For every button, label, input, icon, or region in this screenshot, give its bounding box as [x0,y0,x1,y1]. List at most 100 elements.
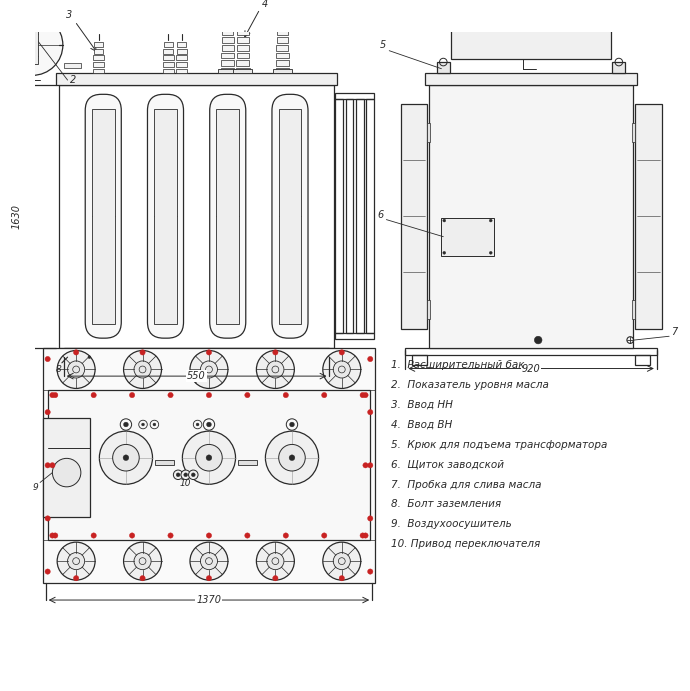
Circle shape [73,576,79,581]
Circle shape [273,576,278,581]
Circle shape [206,392,212,398]
Bar [222,22,233,28]
Bar [163,55,174,60]
Bar [276,53,288,58]
Circle shape [273,350,278,355]
Bar [635,355,650,365]
Circle shape [99,431,152,484]
Circle shape [206,350,212,355]
Circle shape [130,533,135,538]
Text: 6: 6 [377,209,384,220]
Text: 3.  Ввод НН: 3. Ввод НН [391,400,453,410]
Bar [528,0,534,2]
Circle shape [257,542,295,580]
Bar [238,460,257,465]
Circle shape [184,473,188,477]
Circle shape [534,337,542,344]
Text: 1.  Расширительный бак: 1. Расширительный бак [391,360,524,370]
Bar [356,99,364,334]
Bar [176,68,187,73]
Bar [335,99,343,334]
FancyBboxPatch shape [86,94,121,338]
Circle shape [190,350,228,388]
Bar [632,300,635,319]
Bar [303,355,313,365]
Bar [335,93,374,99]
Circle shape [173,470,183,480]
Circle shape [363,392,368,398]
Bar [59,85,334,348]
Text: 2.  Показатель уровня масла: 2. Показатель уровня масла [391,380,549,390]
FancyBboxPatch shape [272,94,308,338]
Bar [43,348,375,583]
Bar [81,355,90,365]
Circle shape [124,542,161,580]
Bar [437,62,450,73]
Circle shape [206,533,212,538]
Circle shape [267,361,284,378]
Bar [56,73,337,85]
Bar [221,45,234,50]
Bar [612,62,625,73]
Circle shape [363,533,368,538]
Circle shape [91,533,97,538]
Bar [237,22,248,28]
Circle shape [45,463,50,468]
Circle shape [283,533,288,538]
Text: 10: 10 [180,479,191,488]
Circle shape [368,357,373,361]
Text: 7: 7 [671,328,678,337]
Circle shape [443,219,446,222]
Bar [222,30,233,35]
Circle shape [124,350,161,388]
Bar [163,62,174,67]
Text: 1630: 1630 [11,204,21,229]
Circle shape [124,422,128,427]
Bar [164,49,173,53]
Circle shape [73,350,79,355]
Bar [106,355,116,365]
Bar [346,99,353,334]
Circle shape [140,350,145,355]
Text: 6.  Щиток заводской: 6. Щиток заводской [391,460,504,470]
Circle shape [443,252,446,254]
Circle shape [257,350,295,388]
Text: 1370: 1370 [197,595,221,605]
Bar [527,3,535,7]
Bar [635,104,662,329]
Circle shape [91,392,97,398]
Bar [93,55,104,60]
Text: 920: 920 [522,363,540,374]
Bar [93,68,104,73]
Circle shape [206,455,212,461]
Circle shape [206,422,211,427]
Circle shape [363,463,368,468]
Text: 550: 550 [187,371,206,381]
Text: 4.  Ввод ВН: 4. Ввод ВН [391,419,453,430]
Circle shape [57,350,95,388]
Circle shape [339,350,344,355]
Bar [233,68,253,73]
Circle shape [52,458,81,487]
Circle shape [182,431,235,484]
Text: 9: 9 [32,483,38,492]
Bar [237,45,249,50]
Bar [279,108,302,324]
Circle shape [283,392,288,398]
Circle shape [88,356,91,359]
Text: 5: 5 [380,40,386,50]
Bar [177,49,186,53]
Circle shape [360,533,365,538]
Bar [427,300,430,319]
Bar [222,37,234,43]
Circle shape [267,553,284,569]
Circle shape [188,470,198,480]
Circle shape [168,533,173,538]
Bar [526,8,535,12]
Bar [237,30,248,35]
Text: 10. Привод переключателя: 10. Привод переключателя [391,539,540,549]
Circle shape [333,553,351,569]
Circle shape [52,533,58,538]
Circle shape [134,553,151,569]
Circle shape [200,361,217,378]
